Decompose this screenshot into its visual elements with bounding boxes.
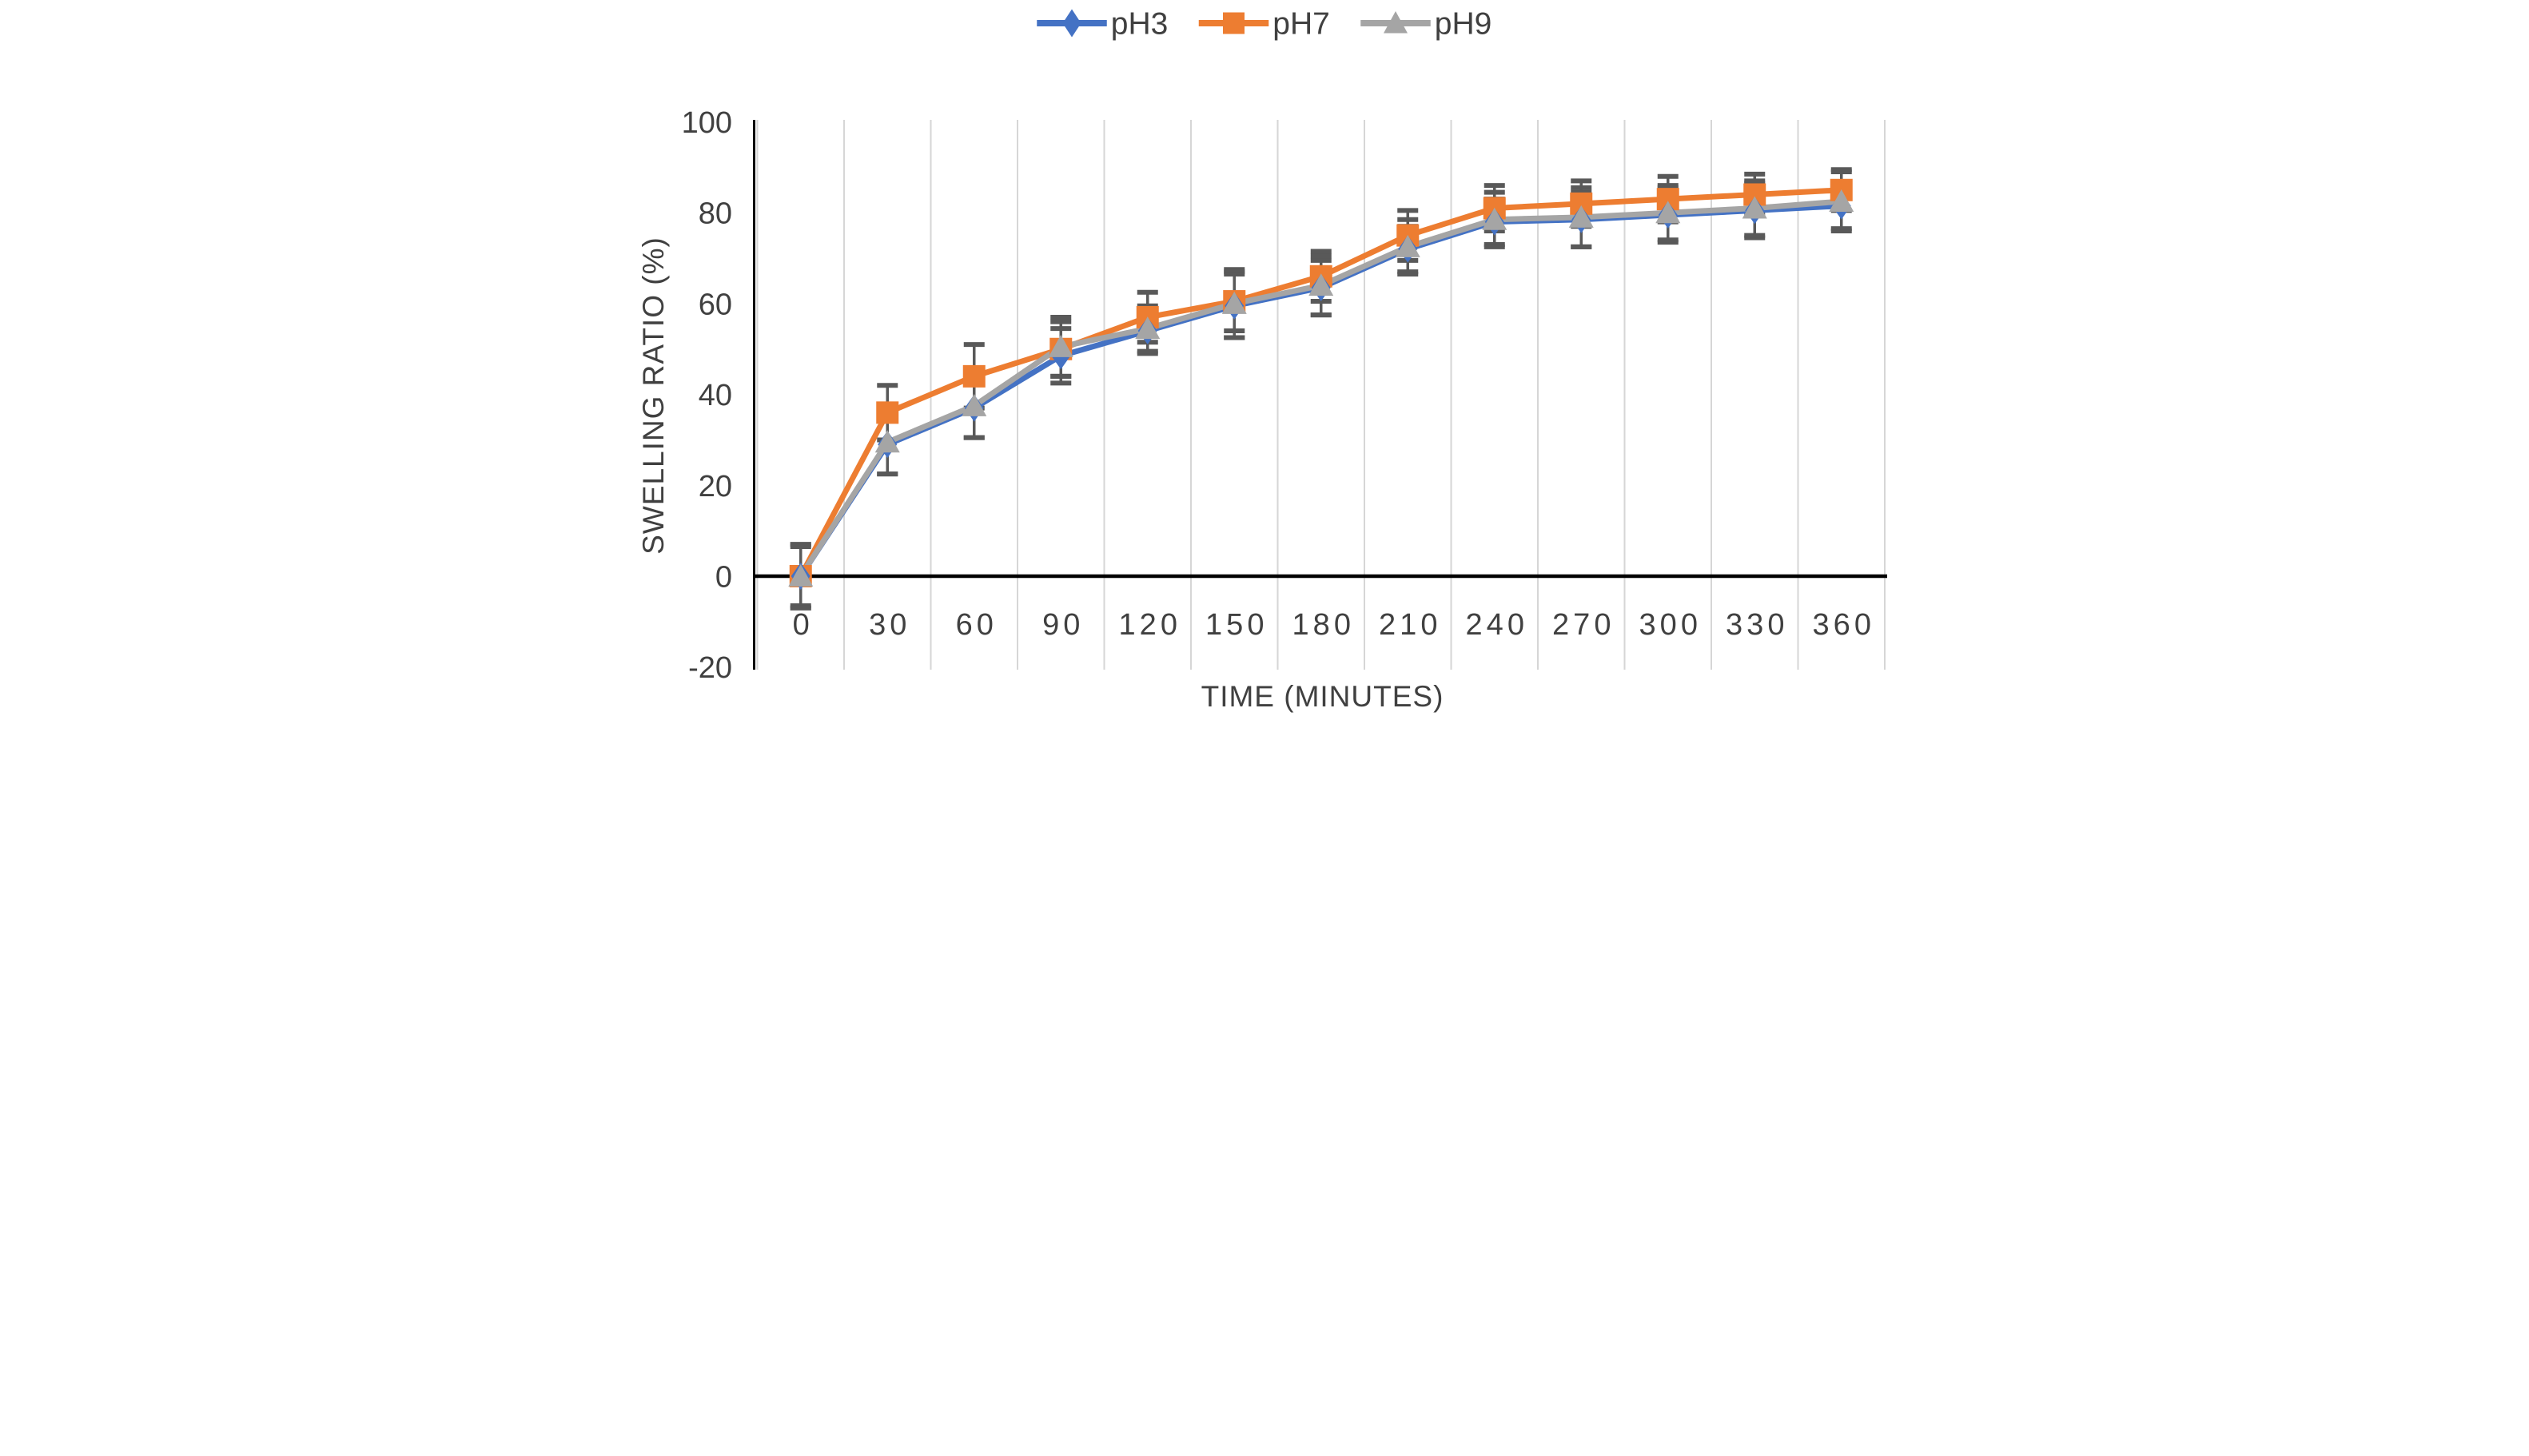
- y-tick-label-100: 100: [682, 106, 732, 140]
- x-axis-title: TIME (MINUTES): [1201, 680, 1444, 713]
- y-axis-title: SWELLING RATIO (%): [637, 237, 670, 555]
- legend-marker-pH3: [1062, 9, 1081, 38]
- marker-pH9-x60: [962, 393, 987, 416]
- legend-marker-pH9: [1384, 11, 1408, 34]
- legend-item-pH9: pH9: [1360, 7, 1492, 42]
- x-tick-label-150: 150: [1205, 608, 1268, 642]
- marker-pH7-x30: [876, 401, 899, 424]
- x-tick-label-330: 330: [1726, 608, 1788, 642]
- x-tick-label-60: 60: [956, 608, 998, 642]
- x-tick-label-0: 0: [793, 608, 814, 642]
- swelling-ratio-line-chart: 100 80 60 40 20 0 -20 0 30 60 90 120 150 180 210 240 270…: [632, 0, 1897, 728]
- legend-marker-pH7: [1223, 12, 1245, 34]
- series-lines-layer: [798, 187, 1842, 578]
- x-tick-label-120: 120: [1119, 608, 1181, 642]
- marker-pH9-x270: [1568, 205, 1594, 228]
- x-tick-label-90: 90: [1042, 608, 1084, 642]
- marker-pH9-x360: [1829, 189, 1854, 212]
- x-tick-label-30: 30: [869, 608, 910, 642]
- series-markers-layer: [788, 178, 1854, 590]
- marker-pH9-x30: [874, 430, 900, 453]
- y-tick-label--20: -20: [688, 651, 732, 685]
- marker-pH9-x300: [1655, 201, 1681, 224]
- marker-pH9-x150: [1221, 291, 1247, 314]
- axes-layer: [753, 120, 1887, 670]
- marker-pH7-x60: [962, 364, 986, 388]
- y-tick-label-0: 0: [715, 561, 732, 595]
- tick-labels-layer: 100 80 60 40 20 0 -20 0 30 60 90 120 150 180 210 240 270…: [682, 106, 1875, 685]
- series-line-pH7: [798, 187, 1842, 578]
- x-tick-label-240: 240: [1466, 608, 1528, 642]
- x-tick-label-210: 210: [1379, 608, 1441, 642]
- legend-item-pH3: pH3: [1037, 7, 1168, 42]
- y-tick-label-40: 40: [699, 379, 732, 412]
- marker-pH9-x120: [1135, 316, 1161, 340]
- chart-canvas: 100 80 60 40 20 0 -20 0 30 60 90 120 150 180 210 240 270…: [637, 7, 1887, 713]
- y-tick-label-20: 20: [699, 470, 732, 503]
- legend-label-pH7: pH7: [1272, 7, 1330, 42]
- x-tick-label-300: 300: [1639, 608, 1702, 642]
- marker-pH9-x240: [1482, 207, 1507, 230]
- x-tick-label-180: 180: [1292, 608, 1355, 642]
- legend-label-pH9: pH9: [1435, 7, 1492, 42]
- y-tick-label-80: 80: [699, 197, 732, 231]
- marker-pH9-x330: [1742, 196, 1767, 219]
- legend-item-pH7: pH7: [1198, 7, 1330, 42]
- legend-label-pH3: pH3: [1111, 7, 1169, 42]
- marker-pH9-x90: [1048, 334, 1073, 357]
- legend: pH3 pH7 pH9: [1037, 7, 1492, 42]
- x-tick-label-270: 270: [1552, 608, 1615, 642]
- marker-pH9-x210: [1395, 234, 1420, 257]
- x-tick-label-360: 360: [1813, 608, 1875, 642]
- y-tick-label-60: 60: [699, 288, 732, 321]
- marker-pH9-x180: [1308, 273, 1334, 296]
- marker-pH9-x0: [788, 564, 814, 587]
